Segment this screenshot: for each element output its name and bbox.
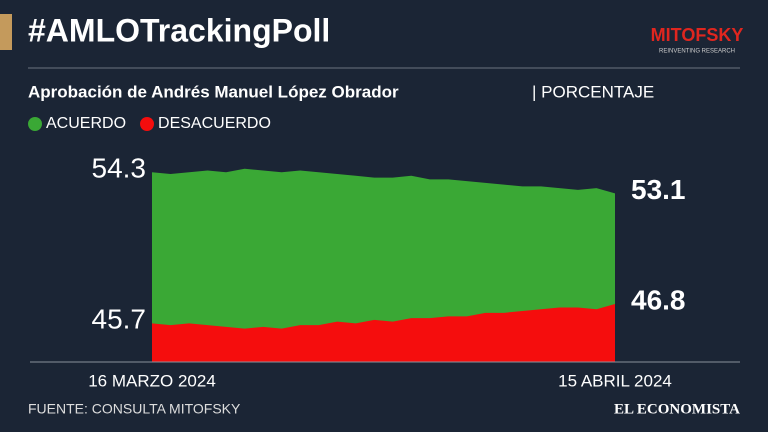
brand-tagline: REINVENTING RESEARCH: [659, 49, 735, 55]
chart-title: #AMLOTrackingPoll: [28, 12, 330, 48]
source: FUENTE: CONSULTA MITOFSKY: [28, 401, 241, 417]
publisher: EL ECONOMISTA: [614, 401, 740, 417]
legend-swatch: [28, 117, 42, 131]
accent-bar: [0, 14, 12, 50]
value-label: 54.3: [92, 153, 147, 184]
subtitle: Aprobación de Andrés Manuel López Obrado…: [28, 82, 399, 101]
x-tick-label: 16 MARZO 2024: [88, 371, 216, 390]
value-label: 53.1: [631, 174, 686, 205]
brand: MITOFSKY: [651, 25, 744, 45]
x-tick-label: 15 ABRIL 2024: [558, 371, 672, 390]
legend-label: ACUERDO: [46, 115, 126, 132]
legend-swatch: [140, 117, 155, 131]
legend-label: DESACUERDO: [158, 115, 271, 132]
unit: | PORCENTAJE: [532, 82, 654, 101]
area: [152, 304, 615, 362]
value-label: 46.8: [631, 284, 686, 315]
value-label: 45.7: [92, 304, 147, 335]
